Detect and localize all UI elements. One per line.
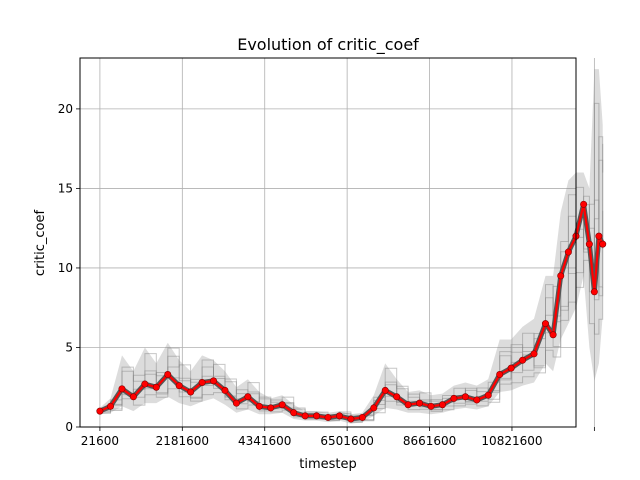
- mean-point: [232, 399, 240, 407]
- runs-band-area: [99, 69, 603, 424]
- mean-point: [549, 331, 557, 339]
- mean-point: [507, 364, 515, 372]
- mean-point: [404, 401, 412, 409]
- mean-point: [335, 412, 343, 420]
- mean-point: [564, 248, 572, 256]
- mean-point: [187, 388, 195, 396]
- mean-point: [393, 393, 401, 401]
- plot-frame: [79, 57, 577, 428]
- mean-point: [255, 402, 263, 410]
- mean-point: [473, 396, 481, 404]
- run-line: [99, 259, 604, 423]
- y-ticks: 0 5 10 15 20: [58, 102, 80, 434]
- mean-point: [324, 413, 332, 421]
- run-line: [99, 136, 604, 422]
- mean-point: [198, 378, 206, 386]
- y-tick-label: 10: [58, 261, 73, 275]
- x-tick-label: 4341600: [238, 434, 291, 448]
- mean-point: [290, 409, 298, 417]
- mean-point: [484, 391, 492, 399]
- y-tick-label: 5: [65, 340, 73, 354]
- mean-point: [599, 240, 607, 248]
- mean-point: [519, 356, 527, 364]
- mean-point: [557, 272, 565, 280]
- mean-point: [164, 371, 172, 379]
- mean-point: [541, 320, 549, 328]
- mean-point: [427, 402, 435, 410]
- mean-point: [381, 386, 389, 394]
- x-tick-label: 10821600: [481, 434, 542, 448]
- mean-point: [358, 413, 366, 421]
- mean-point: [416, 399, 424, 407]
- x-axis-label: timestep: [299, 457, 357, 472]
- mean-point: [585, 240, 593, 248]
- mean-point: [141, 380, 149, 388]
- mean-point: [267, 404, 275, 412]
- mean-point: [590, 288, 598, 296]
- mean-point: [347, 415, 355, 423]
- mean-point: [313, 412, 321, 420]
- mean-point: [118, 385, 126, 393]
- mean-point: [438, 401, 446, 409]
- x-tick-label: 6501600: [320, 434, 373, 448]
- mean-point: [129, 393, 137, 401]
- runs-band: [99, 69, 603, 424]
- mean-point: [580, 200, 588, 208]
- mean-point: [152, 383, 160, 391]
- y-tick-label: 15: [58, 181, 73, 195]
- x-tick-label: 8661600: [403, 434, 456, 448]
- mean-point: [244, 393, 252, 401]
- mean-point: [595, 232, 603, 240]
- mean-point: [175, 382, 183, 390]
- mean-point: [96, 407, 104, 415]
- mean-point: [221, 386, 229, 394]
- mean-point: [210, 377, 218, 385]
- mean-point: [530, 350, 538, 358]
- x-ticks: 21600 2181600 4341600 6501600 8661600 1082160…: [81, 427, 595, 448]
- mean-point: [278, 401, 286, 409]
- y-tick-label: 20: [58, 102, 73, 116]
- mean-point: [496, 371, 504, 379]
- x-tick-label: 2181600: [156, 434, 209, 448]
- mean-point: [107, 402, 115, 410]
- chart-title: Evolution of critic_coef: [237, 35, 419, 55]
- mean-point: [370, 404, 378, 412]
- mean-point: [461, 393, 469, 401]
- y-tick-label: 0: [65, 420, 73, 434]
- x-tick-label: 21600: [81, 434, 119, 448]
- grid: [80, 58, 595, 428]
- mean-point: [450, 394, 458, 402]
- mean-point: [301, 412, 309, 420]
- y-axis-label: critic_coef: [33, 210, 48, 277]
